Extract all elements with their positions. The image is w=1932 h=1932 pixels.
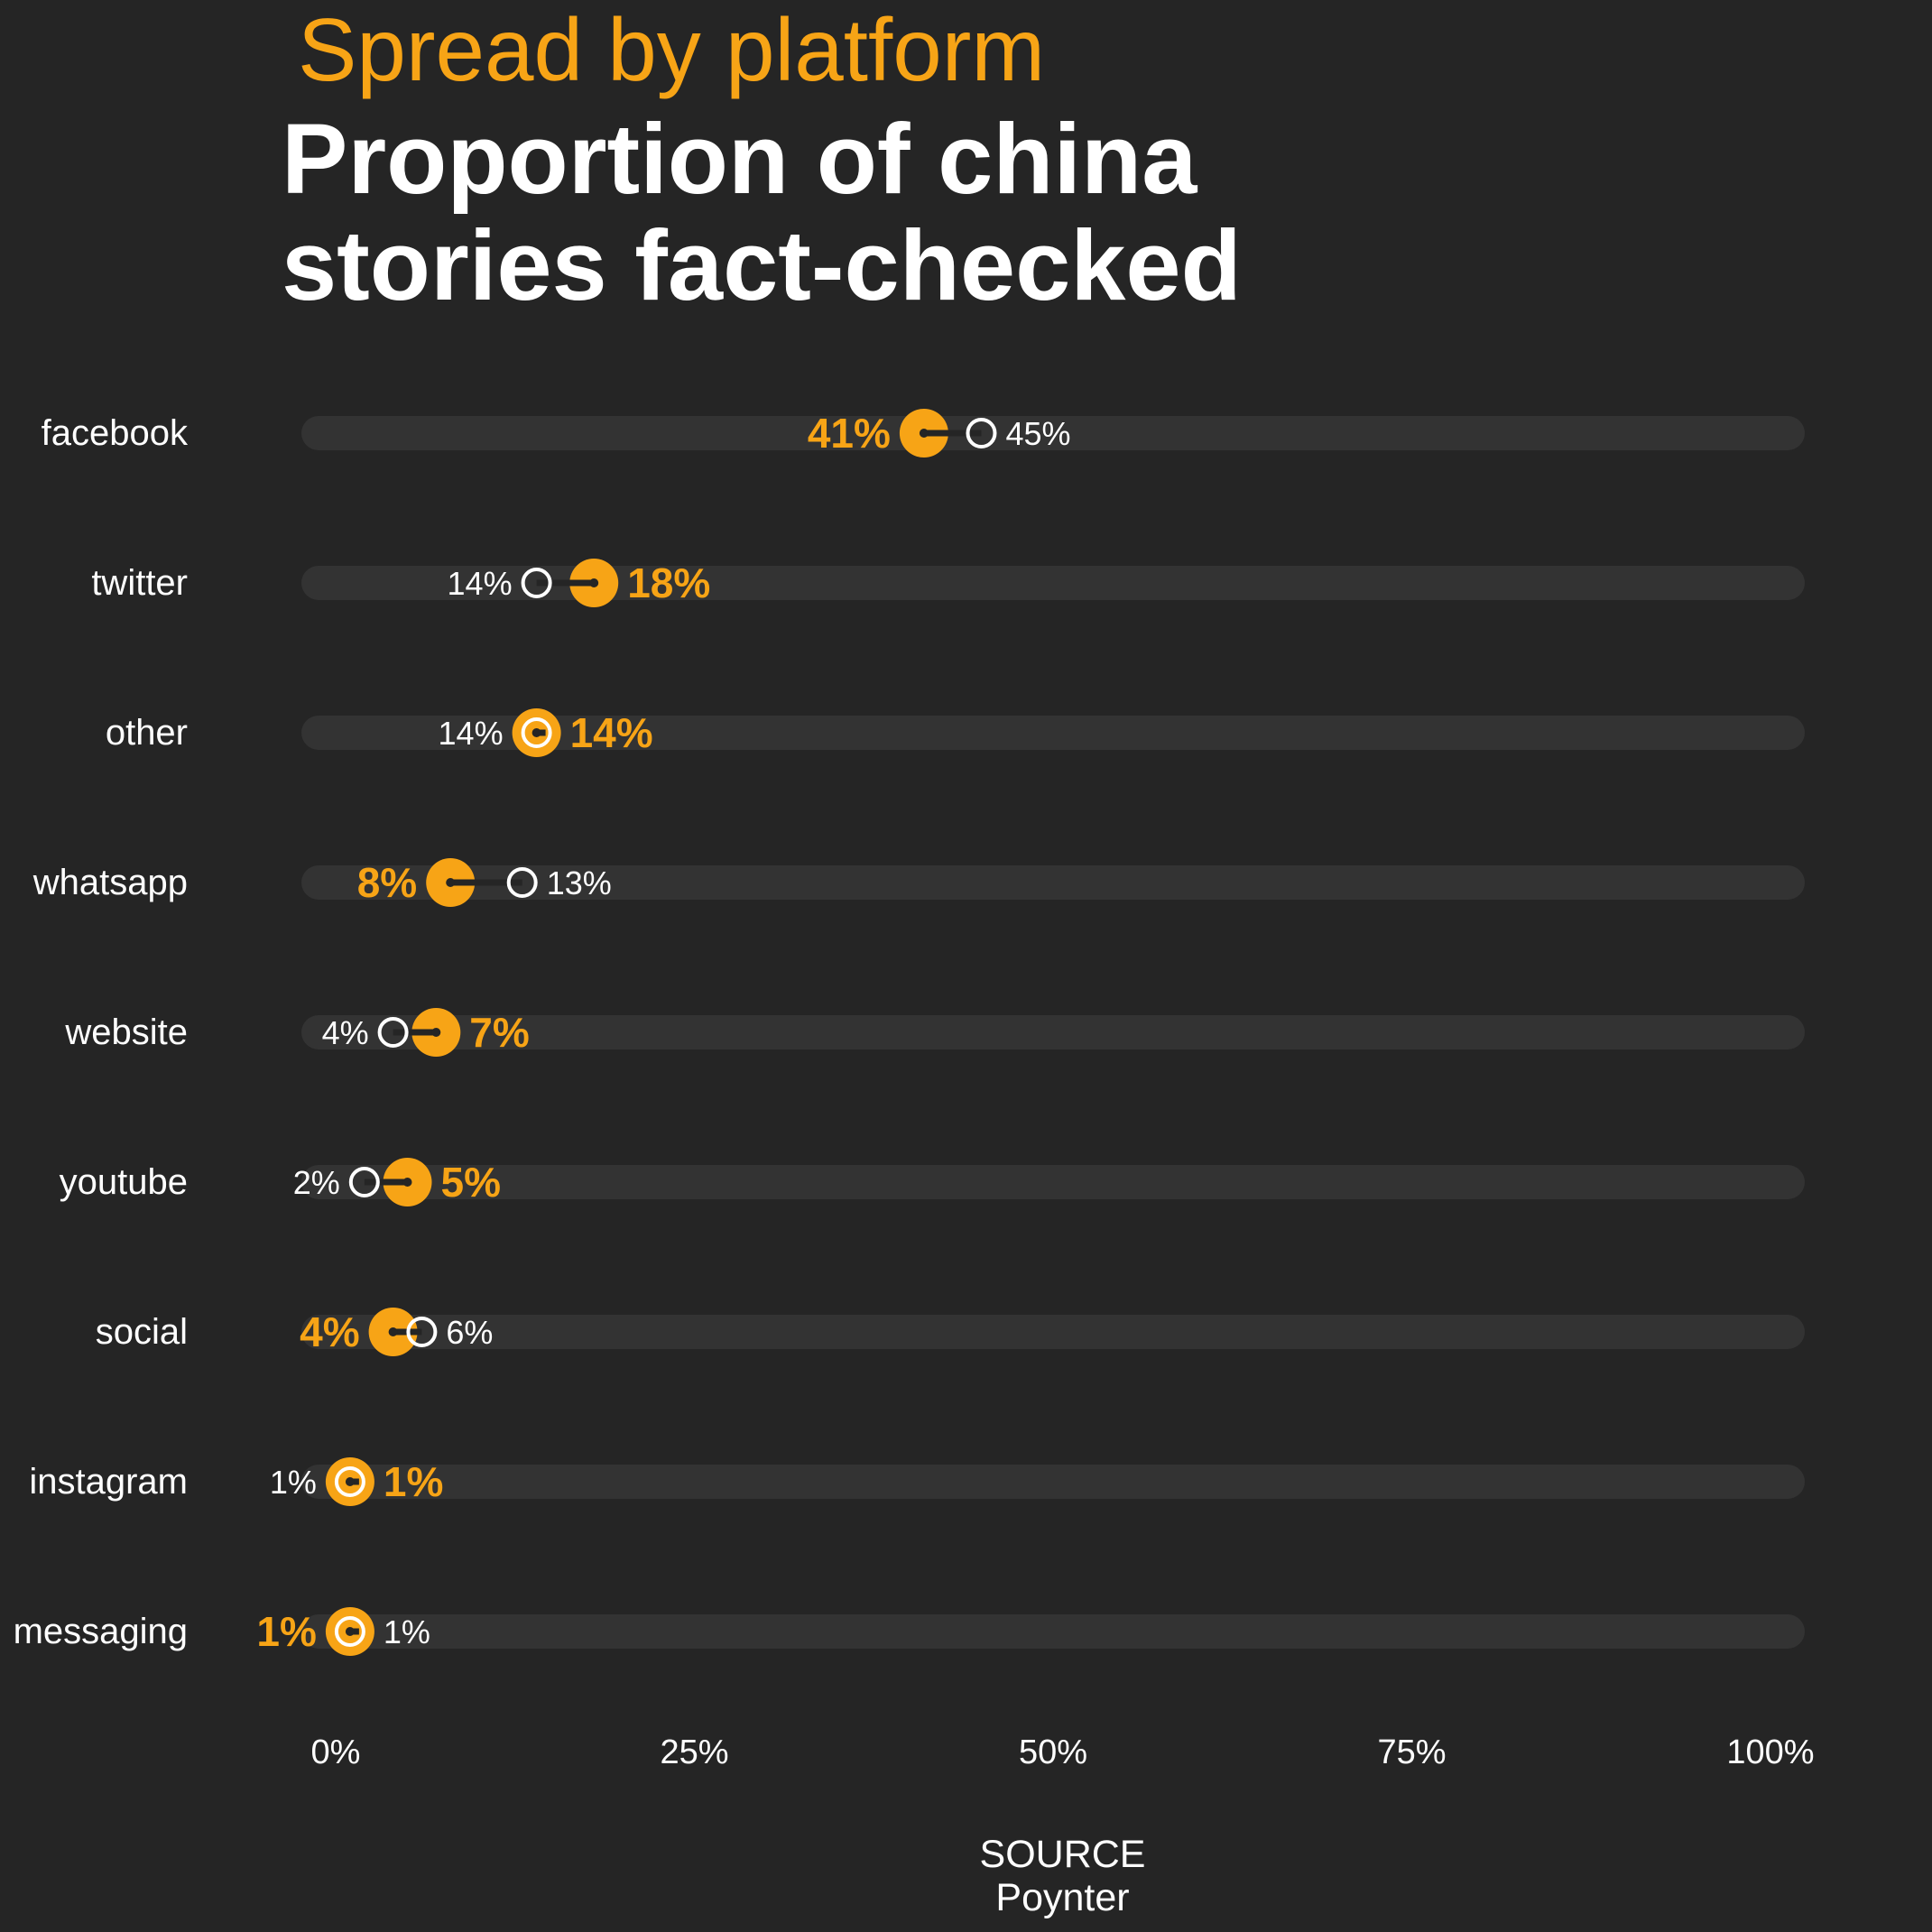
category-label-twitter: twitter — [91, 563, 188, 603]
category-label-website: website — [64, 1012, 188, 1052]
open-dot-facebook — [966, 418, 997, 448]
filled-value-label-youtube: 5% — [441, 1159, 501, 1206]
open-dot-twitter — [521, 568, 552, 598]
category-label-youtube: youtube — [60, 1162, 188, 1202]
category-label-facebook: facebook — [42, 413, 189, 453]
connector-end-other — [532, 728, 541, 737]
open-value-label-twitter: 14% — [448, 565, 513, 602]
connector-end-whatsapp — [446, 878, 456, 887]
connector-end-messaging — [345, 1627, 355, 1636]
filled-value-label-messaging: 1% — [256, 1608, 316, 1655]
chart-subtitle: Spread by platform — [298, 0, 1045, 99]
open-dot-youtube — [348, 1167, 380, 1197]
connector-end-twitter — [589, 578, 599, 587]
chart-title-line-2: stories fact-checked — [282, 210, 1242, 321]
connector-end-social — [388, 1327, 398, 1336]
open-value-label-messaging: 1% — [384, 1613, 430, 1650]
category-label-instagram: instagram — [29, 1462, 188, 1502]
chart-title-line-1: Proportion of china — [282, 104, 1197, 215]
open-value-label-whatsapp: 13% — [547, 864, 612, 901]
filled-value-label-other: 14% — [570, 709, 653, 756]
filled-value-label-website: 7% — [469, 1009, 529, 1056]
connector-end-youtube — [402, 1178, 412, 1187]
x-tick-label-50: 50% — [1019, 1733, 1087, 1771]
filled-value-label-twitter: 18% — [627, 559, 710, 606]
category-label-social: social — [96, 1312, 188, 1352]
open-dot-website — [377, 1017, 409, 1048]
x-tick-label-25: 25% — [660, 1733, 728, 1771]
open-dot-messaging — [334, 1616, 365, 1647]
filled-value-label-instagram: 1% — [384, 1458, 443, 1505]
x-tick-label-0: 0% — [311, 1733, 361, 1771]
x-tick-label-100: 100% — [1726, 1733, 1814, 1771]
source-label: SOURCE — [979, 1833, 1146, 1876]
x-tick-label-75: 75% — [1377, 1733, 1446, 1771]
open-dot-social — [406, 1317, 438, 1347]
source-value: Poynter — [995, 1876, 1130, 1919]
filled-value-label-facebook: 41% — [808, 410, 891, 457]
connector-end-website — [431, 1028, 441, 1037]
filled-value-label-social: 4% — [300, 1308, 359, 1355]
open-value-label-website: 4% — [322, 1014, 369, 1051]
open-dot-instagram — [334, 1466, 365, 1497]
open-value-label-social: 6% — [446, 1314, 493, 1351]
chart-title: Proportion of china stories fact-checked — [282, 106, 1364, 319]
open-dot-other — [521, 717, 552, 748]
open-value-label-instagram: 1% — [270, 1464, 317, 1501]
category-label-messaging: messaging — [14, 1612, 188, 1651]
open-dot-whatsapp — [506, 867, 538, 898]
connector-end-instagram — [345, 1477, 355, 1486]
open-value-label-other: 14% — [439, 715, 504, 752]
open-value-label-facebook: 45% — [1006, 415, 1071, 452]
category-label-whatsapp: whatsapp — [32, 863, 188, 902]
connector-end-facebook — [919, 429, 929, 438]
filled-value-label-whatsapp: 8% — [357, 859, 417, 906]
category-label-other: other — [106, 713, 188, 753]
open-value-label-youtube: 2% — [293, 1164, 340, 1201]
